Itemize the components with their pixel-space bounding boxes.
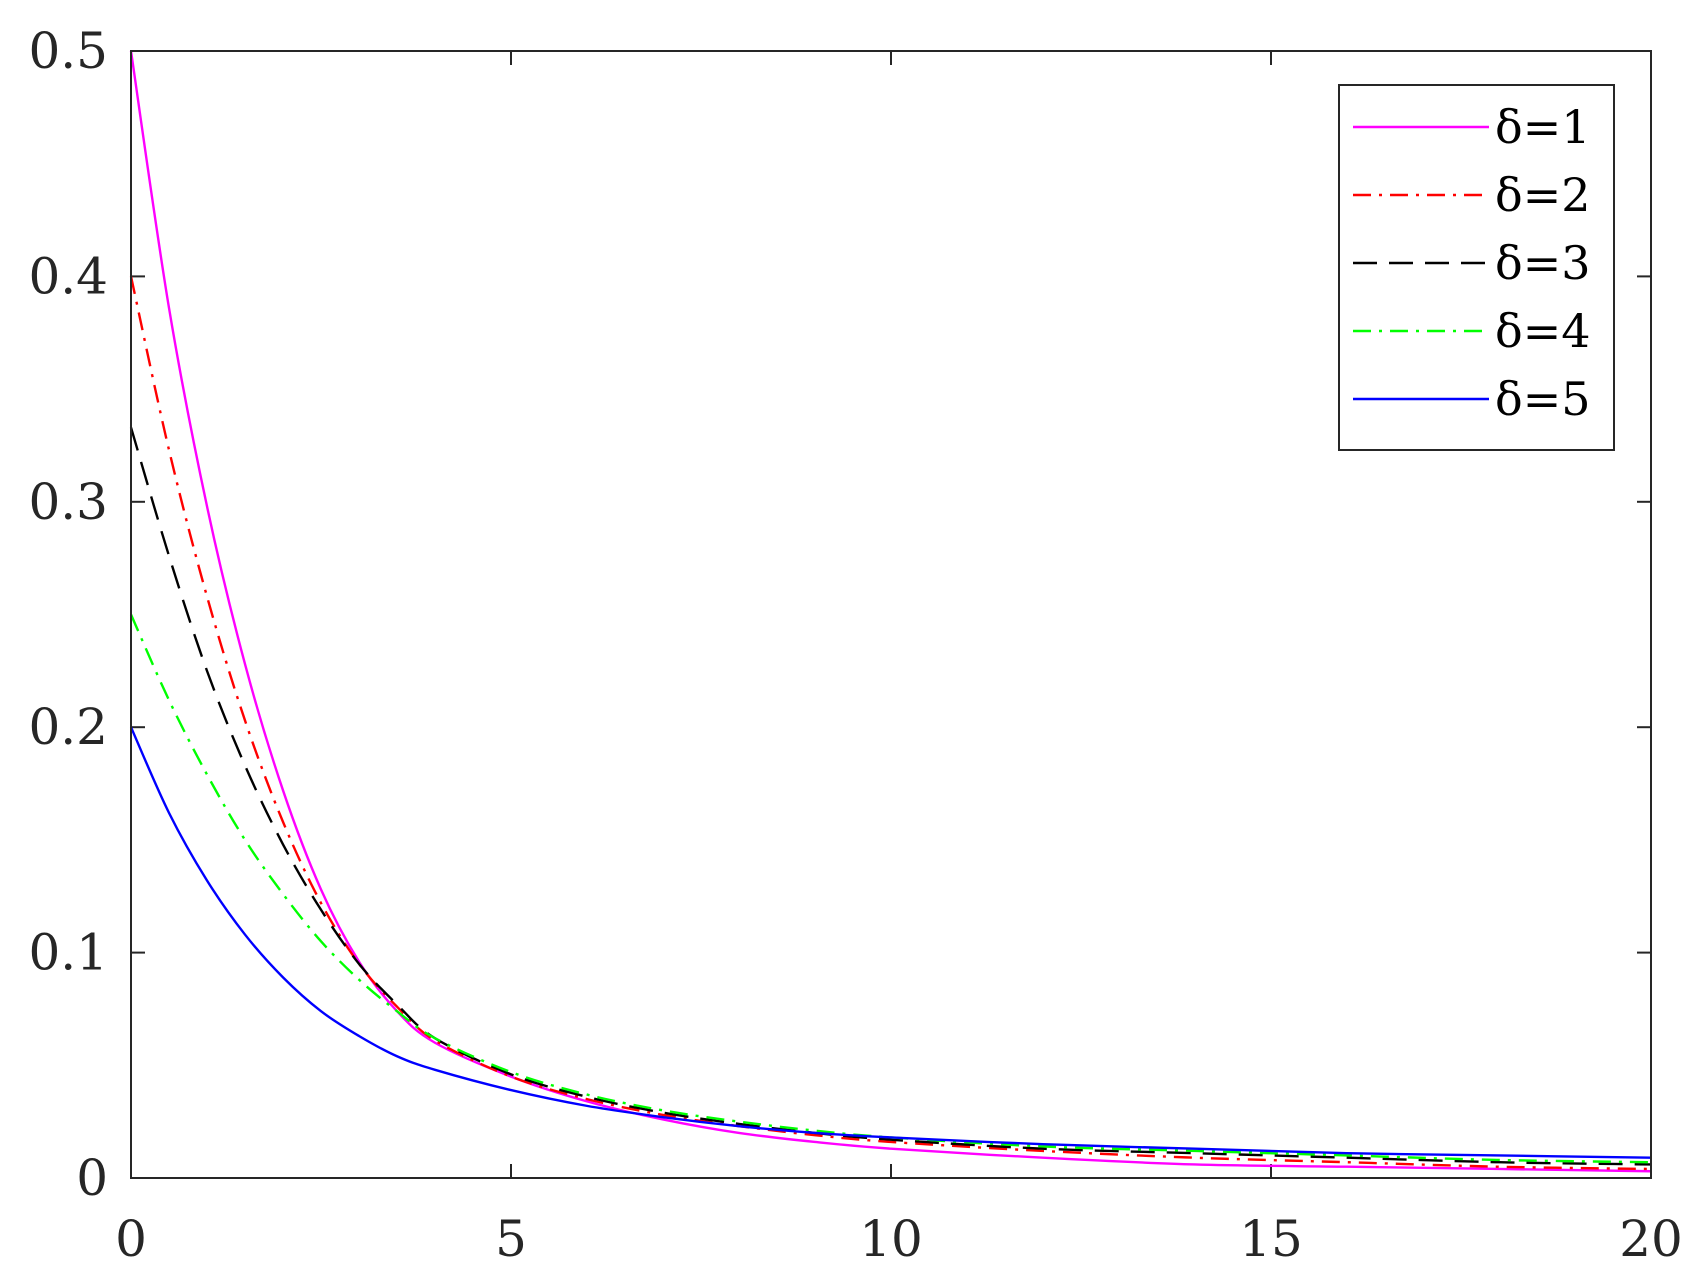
legend-box <box>1338 84 1615 451</box>
legend-label-3: δ=3 <box>1495 236 1591 290</box>
legend-label-1: δ=1 <box>1495 100 1591 154</box>
y-tick-label: 0.5 <box>28 22 108 80</box>
legend: δ=1 δ=2 δ=3 δ=4 δ=5 <box>1338 84 1615 451</box>
x-tick-label: 15 <box>1239 1210 1303 1268</box>
plot-frame <box>130 50 1652 1179</box>
series-line-5 <box>129 726 1652 1159</box>
y-tick-label: 0 <box>76 1149 108 1207</box>
series-line-3 <box>129 427 1652 1166</box>
x-tick-label: 10 <box>859 1210 923 1268</box>
x-tick-label: 5 <box>495 1210 527 1268</box>
y-tick-label: 0.3 <box>28 473 108 531</box>
y-tick-label: 0.1 <box>28 924 108 982</box>
axis-tick-labels: 0 5 10 15 20 0 0.1 0.2 0.3 0.4 0.5 <box>28 22 1682 1268</box>
series-line-2 <box>129 276 1652 1171</box>
series-layer <box>129 50 1652 1173</box>
y-tick-label: 0.4 <box>28 247 108 305</box>
y-tick-label: 0.2 <box>28 698 108 756</box>
x-tick-label: 0 <box>115 1210 147 1268</box>
legend-label-2: δ=2 <box>1495 168 1591 222</box>
legend-label-5: δ=5 <box>1495 372 1591 426</box>
x-tick-label: 20 <box>1619 1210 1683 1268</box>
series-line-1 <box>129 50 1652 1173</box>
legend-label-4: δ=4 <box>1495 304 1591 358</box>
series-line-4 <box>129 614 1652 1164</box>
